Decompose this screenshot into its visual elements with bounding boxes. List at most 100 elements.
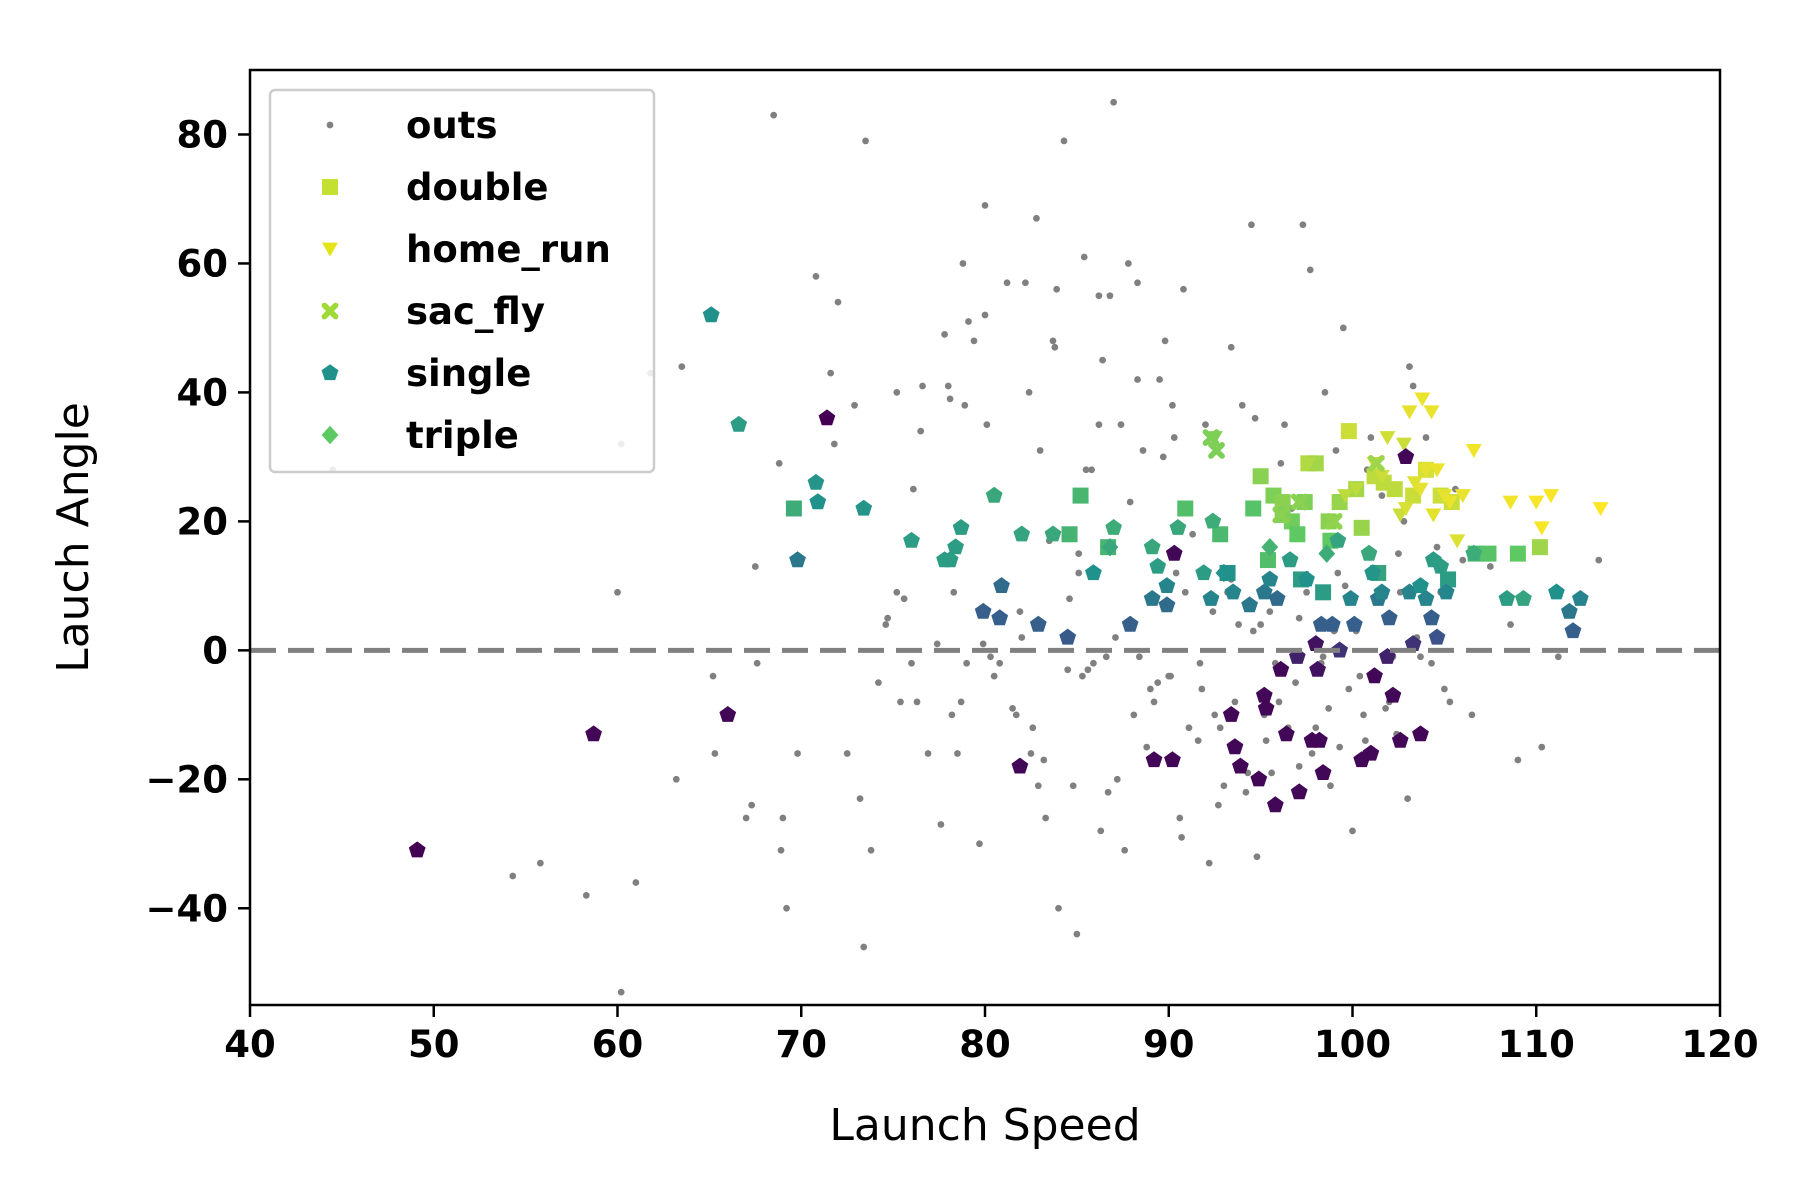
point-outs-130 xyxy=(1181,588,1189,596)
point-outs-169 xyxy=(1312,724,1320,732)
point-outs-28 xyxy=(851,401,858,409)
y-tick-label-60: 60 xyxy=(177,242,229,285)
point-single-25 xyxy=(1105,519,1122,535)
point-outs-86 xyxy=(1060,137,1068,145)
point-single-83 xyxy=(1428,628,1446,645)
point-single-70 xyxy=(1373,583,1391,600)
point-single-14 xyxy=(952,519,970,535)
point-double-27 xyxy=(1386,481,1403,498)
point-outs-73 xyxy=(1022,279,1029,287)
point-triple-0 xyxy=(1101,537,1119,557)
point-outs-50 xyxy=(946,395,954,403)
point-single-34 xyxy=(1195,564,1212,581)
y-tick-label-20: 20 xyxy=(177,500,229,543)
point-outs-181 xyxy=(1349,827,1356,835)
point-outs-7 xyxy=(582,892,590,899)
point-outs-98 xyxy=(1095,292,1103,300)
point-outs-119 xyxy=(1156,376,1163,383)
point-outs-37 xyxy=(893,389,901,396)
point-outs-196 xyxy=(1404,795,1411,803)
point-single-0 xyxy=(408,841,426,858)
legend-symbol-sac-fly xyxy=(321,302,339,320)
point-double-4 xyxy=(1177,500,1194,517)
point-outs-58 xyxy=(965,318,972,325)
point-outs-180 xyxy=(1345,685,1353,693)
point-outs-60 xyxy=(976,840,983,848)
point-single-59 xyxy=(1314,764,1332,780)
point-single-13 xyxy=(947,538,964,555)
point-outs-134 xyxy=(1198,685,1206,693)
point-outs-172 xyxy=(1321,389,1329,396)
point-outs-27 xyxy=(843,750,851,757)
point-outs-121 xyxy=(1161,337,1169,345)
point-outs-109 xyxy=(1124,260,1132,267)
legend-symbol-triple xyxy=(321,425,339,445)
point-home-run-17 xyxy=(1441,495,1458,510)
point-outs-13 xyxy=(751,563,759,570)
point-outs-137 xyxy=(1209,608,1217,616)
point-single-87 xyxy=(1498,590,1516,606)
point-single-77 xyxy=(1404,635,1422,651)
point-outs-96 xyxy=(1088,466,1095,474)
y-tick-label-80: 80 xyxy=(177,113,229,156)
point-outs-99 xyxy=(1097,827,1105,835)
legend-label-home-run: home_run xyxy=(406,228,611,271)
point-single-47 xyxy=(1267,796,1284,813)
point-outs-57 xyxy=(963,659,970,667)
point-single-29 xyxy=(1149,557,1167,574)
point-outs-101 xyxy=(1102,653,1110,661)
point-outs-65 xyxy=(987,653,994,661)
point-outs-78 xyxy=(1034,782,1042,790)
point-outs-55 xyxy=(959,260,967,267)
point-single-54 xyxy=(1298,570,1315,587)
y-tick-label--40: −40 xyxy=(146,887,229,930)
point-outs-34 xyxy=(882,621,890,628)
point-single-44 xyxy=(1261,570,1279,587)
point-outs-88 xyxy=(1066,595,1073,603)
point-single-22 xyxy=(1044,525,1062,542)
point-outs-51 xyxy=(948,711,956,719)
point-outs-44 xyxy=(919,382,926,390)
legend-label-sac-fly: sac_fly xyxy=(406,290,545,333)
point-outs-80 xyxy=(1040,756,1048,764)
point-single-24 xyxy=(1085,564,1102,581)
legend-label-double: double xyxy=(406,166,549,209)
x-tick-label-60: 60 xyxy=(592,1023,644,1066)
point-single-86 xyxy=(1465,544,1483,561)
point-home-run-2 xyxy=(1337,489,1354,504)
point-single-3 xyxy=(719,706,737,722)
point-single-33 xyxy=(1169,519,1187,535)
point-double-9 xyxy=(1259,552,1276,569)
point-outs-167 xyxy=(1306,266,1314,274)
point-outs-117 xyxy=(1150,698,1158,706)
point-outs-36 xyxy=(893,588,901,596)
point-home-run-26 xyxy=(1395,437,1412,452)
point-outs-72 xyxy=(1018,634,1026,641)
point-double-8 xyxy=(1252,468,1269,485)
point-home-run-20 xyxy=(1465,444,1482,459)
point-outs-47 xyxy=(937,821,945,828)
point-home-run-14 xyxy=(1423,405,1440,420)
point-outs-123 xyxy=(1167,672,1174,680)
point-outs-25 xyxy=(830,440,838,448)
point-single-18 xyxy=(993,577,1010,593)
legend-symbol-outs xyxy=(326,121,334,129)
point-outs-104 xyxy=(1110,98,1117,106)
point-double-5 xyxy=(1212,526,1229,543)
point-home-run-25 xyxy=(1592,502,1609,517)
point-outs-129 xyxy=(1180,285,1187,293)
point-home-run-21 xyxy=(1502,495,1519,510)
point-double-31 xyxy=(1440,571,1457,588)
point-home-run-5 xyxy=(1373,469,1390,484)
point-double-35 xyxy=(1509,545,1526,562)
point-single-89 xyxy=(1548,583,1565,600)
point-outs-1 xyxy=(614,588,621,596)
point-single-49 xyxy=(1272,660,1290,677)
point-outs-12 xyxy=(672,775,680,783)
point-single-64 xyxy=(1346,615,1363,632)
point-double-28 xyxy=(1405,487,1422,504)
point-single-50 xyxy=(1278,725,1295,742)
point-double-18 xyxy=(1315,584,1332,601)
x-tick-label-120: 120 xyxy=(1681,1023,1758,1066)
